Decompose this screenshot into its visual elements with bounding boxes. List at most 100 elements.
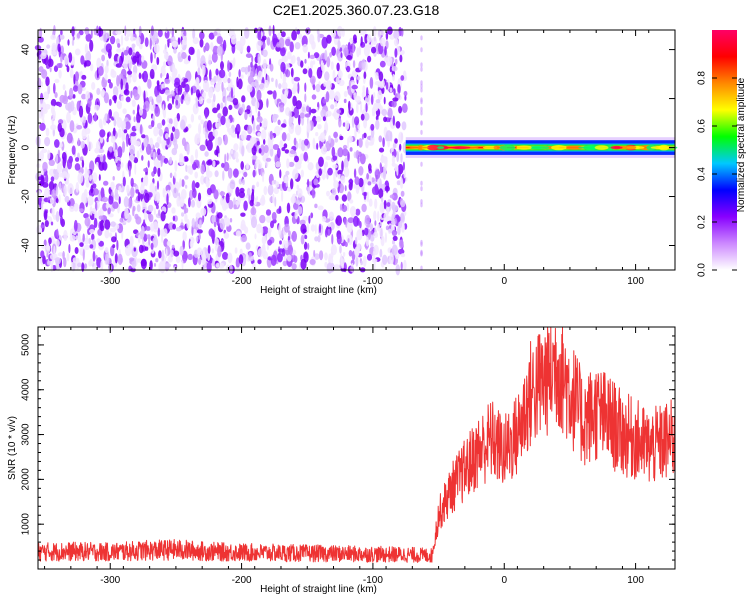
noise-blob: [211, 214, 216, 224]
noise-blob: [104, 247, 109, 254]
noise-blob: [178, 155, 185, 166]
noise-blob: [158, 209, 161, 217]
noise-blob: [272, 114, 279, 119]
noise-blob: [139, 230, 144, 240]
noise-blob: [289, 41, 294, 53]
noise-blob: [267, 184, 274, 196]
noise-blob: [173, 116, 178, 129]
noise-blob: [295, 200, 301, 205]
noise-blob: [181, 94, 185, 100]
noise-blob: [374, 198, 378, 209]
noise-blob: [326, 262, 333, 274]
noise-blob: [196, 56, 201, 68]
noise-blob: [354, 236, 358, 245]
noise-blob: [173, 47, 177, 54]
noise-blob: [143, 233, 148, 242]
noise-blob: [181, 137, 187, 147]
noise-blob: [370, 230, 374, 236]
noise-blob: [45, 173, 49, 184]
noise-blob: [173, 250, 180, 257]
noise-blob: [319, 223, 321, 234]
noise-blob: [229, 218, 233, 223]
noise-blob: [169, 172, 173, 179]
noise-blob: [59, 182, 62, 191]
noise-blob: [272, 90, 277, 100]
noise-blob: [184, 184, 188, 189]
noise-blob: [400, 177, 404, 189]
noise-blob: [370, 123, 375, 131]
noise-blob: [122, 176, 126, 187]
noise-blob: [366, 191, 370, 203]
noise-blob: [89, 175, 92, 182]
noise-blob: [336, 109, 342, 114]
noise-blob: [224, 217, 227, 223]
noise-blob: [89, 244, 94, 249]
noise-blob: [93, 104, 100, 111]
noise-blob: [199, 144, 206, 151]
noise-blob: [317, 205, 324, 211]
noise-blob: [355, 208, 361, 216]
noise-blob: [349, 206, 357, 217]
noise-blob: [108, 213, 114, 218]
noise-blob: [109, 232, 113, 238]
noise-blob: [74, 163, 81, 171]
noise-blob: [222, 106, 228, 117]
spectrogram-ytick-label: -20: [21, 189, 32, 204]
snr-ytick-label: 1000: [21, 513, 32, 536]
noise-blob: [391, 201, 396, 210]
snr-series-line: [37, 326, 676, 563]
noise-blob: [364, 33, 368, 44]
noise-blob: [286, 202, 291, 214]
noise-blob: [40, 108, 45, 121]
noise-blob: [279, 240, 282, 245]
noise-blob: [51, 189, 57, 198]
noise-blob: [54, 257, 62, 265]
faint-line-blob: [420, 186, 423, 192]
colorbar-gradient: [712, 30, 737, 270]
noise-blob: [104, 65, 109, 74]
noise-blob: [120, 95, 125, 102]
noise-blob: [197, 192, 202, 202]
noise-blob: [153, 166, 157, 175]
noise-blob: [303, 151, 309, 162]
noise-blob: [329, 52, 332, 58]
noise-blob: [107, 132, 110, 140]
noise-blob: [216, 36, 223, 45]
noise-blob: [77, 137, 80, 147]
noise-blob: [386, 56, 393, 67]
noise-blob: [197, 66, 201, 78]
noise-blob: [380, 235, 385, 247]
noise-blob: [208, 32, 215, 40]
noise-blob: [327, 167, 333, 176]
noise-blob: [300, 258, 307, 270]
noise-blob: [356, 102, 359, 114]
noise-blob: [165, 184, 171, 192]
noise-blob: [284, 176, 289, 184]
noise-blob: [404, 95, 407, 101]
noise-blob: [328, 253, 332, 264]
noise-blob: [58, 69, 62, 79]
faint-line-blob: [420, 80, 423, 86]
noise-blob: [313, 52, 320, 59]
noise-blob: [127, 243, 134, 251]
noise-blob: [302, 43, 308, 53]
noise-blob: [213, 75, 217, 83]
noise-blob: [336, 234, 342, 245]
noise-blob: [356, 139, 359, 147]
noise-blob: [324, 228, 328, 238]
noise-blob: [303, 241, 308, 250]
noise-blob: [371, 46, 377, 54]
noise-blob: [227, 252, 233, 264]
noise-blob: [398, 131, 404, 144]
signal-blob: [528, 145, 550, 150]
noise-blob: [153, 126, 159, 137]
noise-blob: [346, 55, 353, 60]
noise-blob: [255, 104, 258, 114]
noise-blob: [130, 31, 134, 42]
noise-blob: [353, 92, 358, 101]
noise-blob: [301, 106, 306, 113]
noise-blob: [182, 35, 188, 46]
noise-blob: [282, 73, 287, 85]
noise-blob: [233, 143, 239, 151]
noise-blob: [266, 98, 269, 108]
